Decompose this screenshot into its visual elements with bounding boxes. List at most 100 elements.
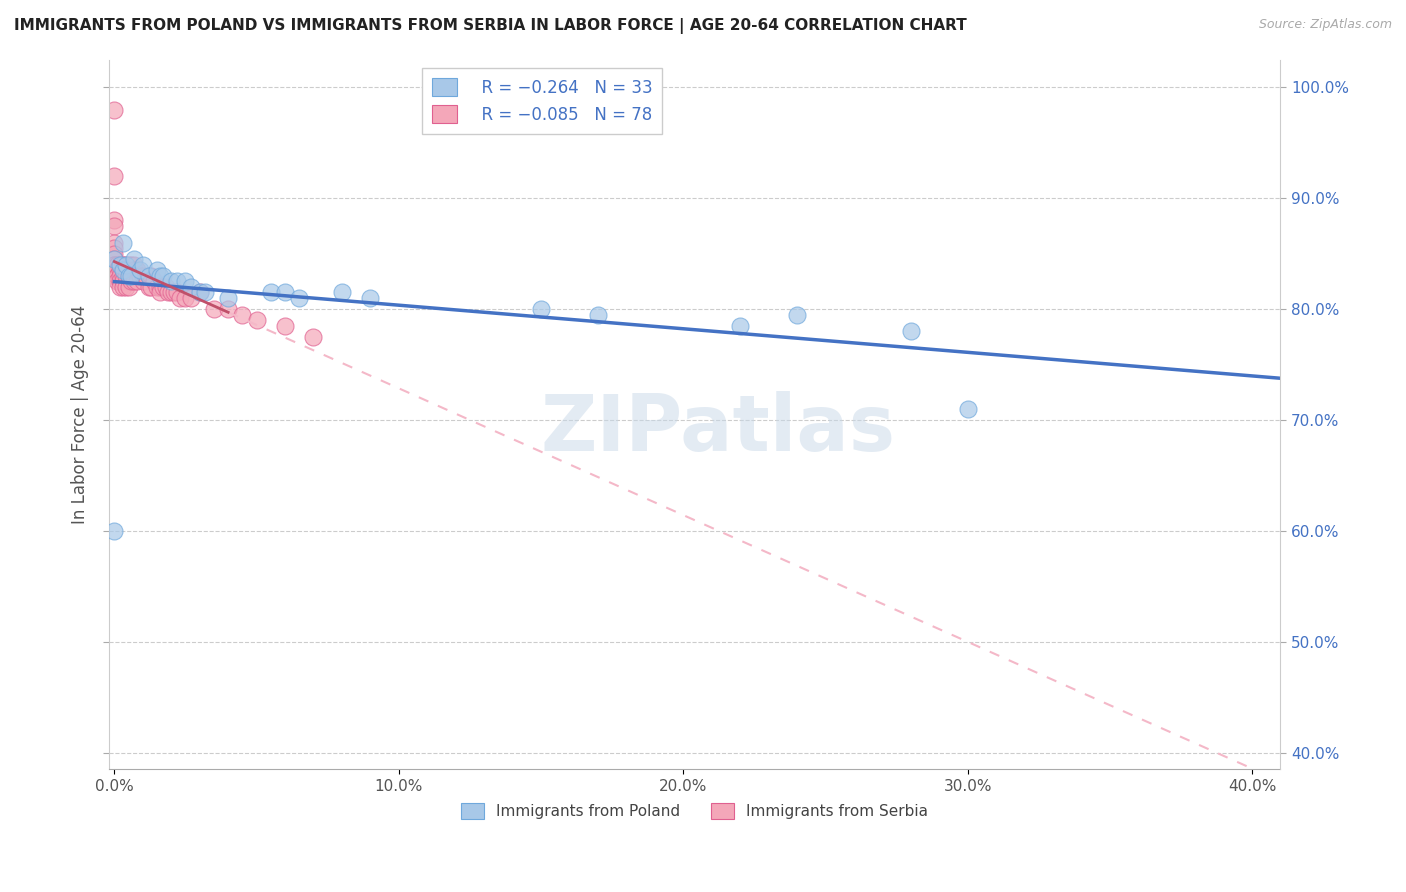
Point (124, 258, 146, 272)
Point (114, 268, 136, 283)
Point (900, 324, 922, 338)
Point (129, 263, 152, 277)
Point (120, 258, 142, 272)
Point (728, 318, 751, 333)
Point (103, 268, 125, 283)
Point (155, 280, 177, 294)
Point (217, 291, 239, 305)
Point (117, 258, 139, 272)
Point (103, 252, 125, 267)
Point (359, 291, 381, 305)
Point (108, 268, 131, 283)
Point (956, 401, 979, 416)
Point (120, 268, 142, 283)
Point (114, 263, 136, 277)
Point (288, 291, 311, 305)
Point (105, 268, 128, 283)
Point (160, 285, 183, 300)
Point (105, 263, 128, 277)
Point (124, 252, 146, 267)
Point (117, 268, 139, 283)
Point (135, 268, 157, 283)
Point (114, 280, 136, 294)
Point (108, 258, 131, 272)
Point (108, 258, 131, 272)
Point (302, 330, 325, 344)
Point (105, 263, 128, 277)
Point (103, 235, 125, 250)
Point (132, 274, 155, 288)
Point (141, 280, 163, 294)
Text: Source: ZipAtlas.com: Source: ZipAtlas.com (1258, 18, 1392, 31)
Point (105, 268, 128, 283)
Point (114, 258, 136, 272)
Y-axis label: In Labor Force | Age 20-64: In Labor Force | Age 20-64 (72, 305, 89, 524)
Point (260, 285, 283, 300)
Point (157, 285, 180, 300)
Point (146, 280, 169, 294)
Point (103, 263, 125, 277)
Point (786, 308, 808, 322)
Point (127, 263, 149, 277)
Point (103, 252, 125, 267)
Point (103, 524, 125, 538)
Point (530, 302, 553, 317)
Point (174, 274, 197, 288)
Point (188, 285, 211, 300)
Point (149, 280, 172, 294)
Point (111, 280, 134, 294)
Point (103, 169, 125, 183)
Point (114, 258, 136, 272)
Point (217, 302, 239, 317)
Point (117, 280, 139, 294)
Point (169, 291, 191, 305)
Point (149, 285, 172, 300)
Point (111, 274, 134, 288)
Point (105, 258, 128, 272)
Point (103, 241, 125, 255)
Point (194, 285, 217, 300)
Point (245, 313, 267, 327)
Point (146, 263, 169, 277)
Point (103, 258, 125, 272)
Point (111, 268, 134, 283)
Legend: Immigrants from Poland, Immigrants from Serbia: Immigrants from Poland, Immigrants from … (456, 797, 934, 825)
Point (586, 308, 609, 322)
Point (163, 285, 186, 300)
Point (129, 268, 152, 283)
Point (120, 274, 142, 288)
Point (111, 263, 134, 277)
Point (180, 280, 202, 294)
Point (105, 263, 128, 277)
Point (103, 246, 125, 260)
Point (274, 285, 297, 300)
Point (108, 263, 131, 277)
Point (103, 263, 125, 277)
Point (180, 291, 202, 305)
Point (330, 285, 353, 300)
Point (231, 308, 253, 322)
Point (103, 103, 125, 117)
Point (103, 213, 125, 227)
Point (108, 280, 131, 294)
Point (138, 268, 160, 283)
Point (202, 302, 225, 317)
Point (152, 280, 174, 294)
Point (149, 268, 172, 283)
Point (174, 291, 197, 305)
Point (160, 274, 183, 288)
Point (274, 318, 297, 333)
Point (143, 274, 166, 288)
Point (138, 268, 160, 283)
Point (111, 235, 134, 250)
Point (138, 280, 160, 294)
Point (124, 263, 146, 277)
Point (132, 268, 155, 283)
Text: ZIPatlas: ZIPatlas (540, 391, 896, 467)
Text: IMMIGRANTS FROM POLAND VS IMMIGRANTS FROM SERBIA IN LABOR FORCE | AGE 20-64 CORR: IMMIGRANTS FROM POLAND VS IMMIGRANTS FRO… (14, 18, 967, 34)
Point (124, 274, 146, 288)
Point (103, 258, 125, 272)
Point (166, 274, 188, 288)
Point (166, 285, 188, 300)
Point (105, 274, 128, 288)
